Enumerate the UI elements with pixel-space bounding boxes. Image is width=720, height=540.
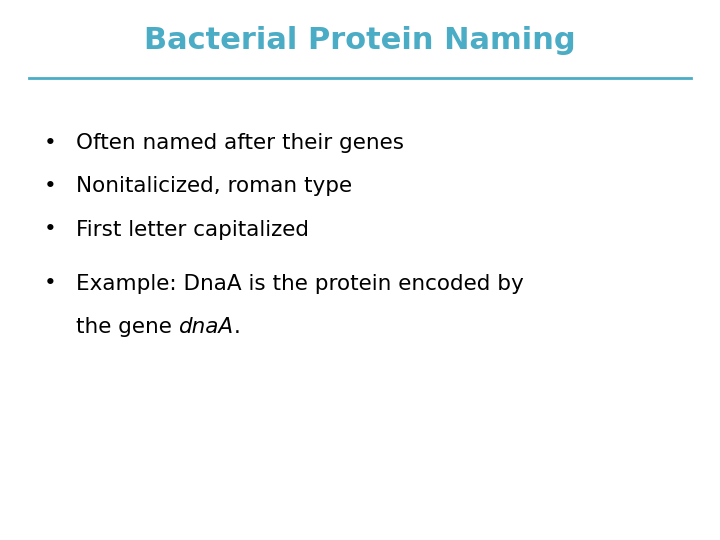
Text: •: • [44,133,57,153]
Text: dnaA: dnaA [179,316,233,337]
Text: Nonitalicized, roman type: Nonitalicized, roman type [76,176,352,197]
Text: the gene: the gene [76,316,179,337]
Text: Bacterial Protein Naming: Bacterial Protein Naming [144,26,576,55]
Text: •: • [44,176,57,197]
Text: •: • [44,273,57,294]
Text: .: . [233,316,240,337]
Text: Often named after their genes: Often named after their genes [76,133,404,153]
Text: First letter capitalized: First letter capitalized [76,219,309,240]
Text: Example: DnaA is the protein encoded by: Example: DnaA is the protein encoded by [76,273,523,294]
Text: •: • [44,219,57,240]
